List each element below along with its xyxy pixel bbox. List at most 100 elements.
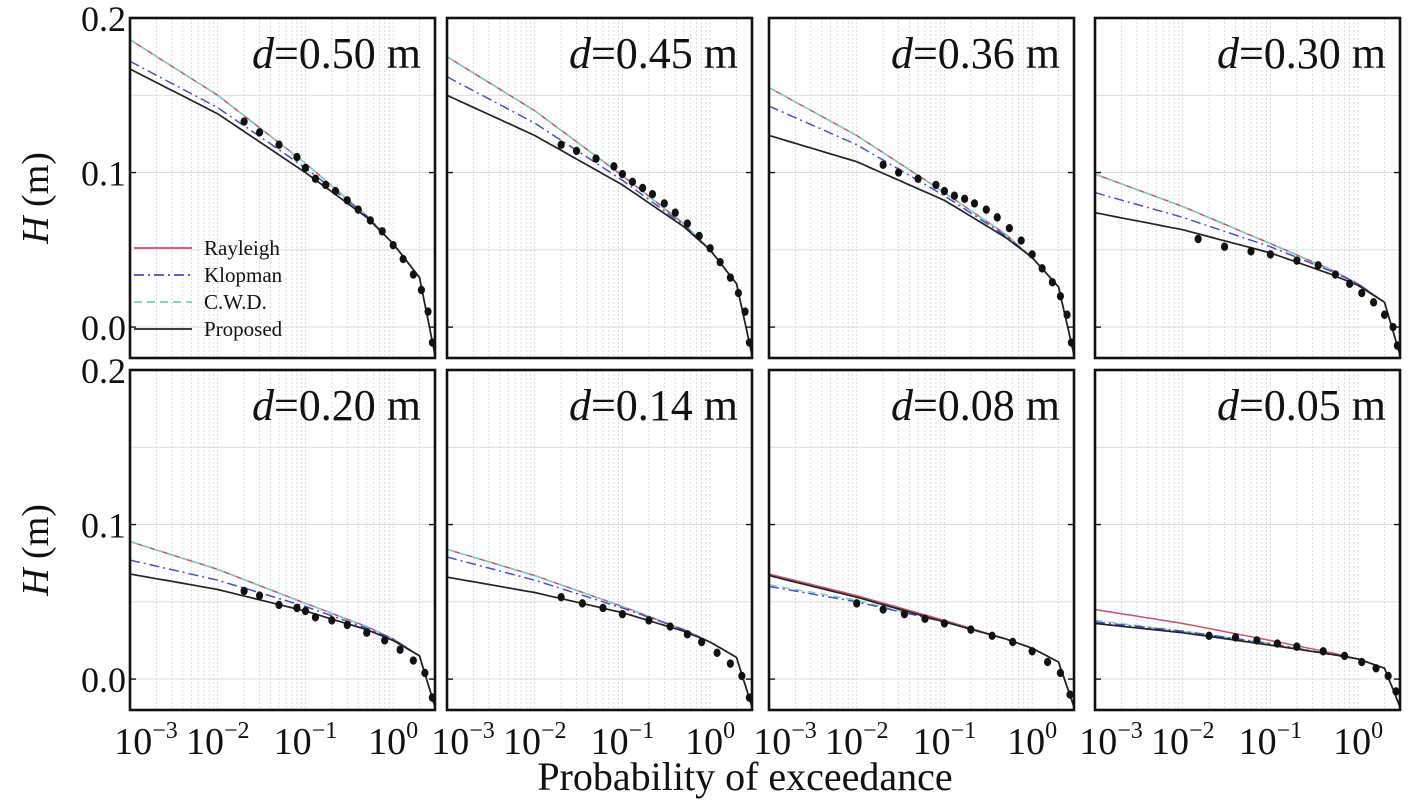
panel-frame — [445, 16, 754, 360]
observed-point — [1393, 341, 1400, 350]
series-line-proposed — [1095, 211, 1400, 356]
observed-point — [275, 140, 283, 149]
observed-point — [1028, 250, 1036, 259]
observed-point — [599, 603, 607, 613]
observed-point — [428, 338, 435, 347]
series-line-proposed — [447, 94, 752, 356]
panel-title: d=0.50 m — [252, 29, 421, 78]
observed-point — [1372, 664, 1380, 673]
x-tick-label: 10−3 — [114, 718, 178, 763]
observed-point — [950, 191, 959, 200]
panel-title: d=0.36 m — [891, 29, 1060, 78]
observed-point — [1358, 288, 1366, 298]
observed-point — [1028, 647, 1036, 656]
panel-title-value: =0.20 m — [274, 381, 421, 430]
series-group — [130, 540, 435, 708]
panel-title-value: =0.14 m — [591, 381, 738, 430]
observed-points — [879, 160, 1074, 347]
panel-title: d=0.14 m — [569, 381, 738, 430]
observed-point — [967, 625, 975, 634]
observed-point — [706, 244, 714, 253]
observed-point — [240, 586, 248, 596]
observed-point — [1273, 639, 1281, 648]
observed-point — [660, 199, 668, 208]
panel-title-value: =0.45 m — [591, 29, 738, 78]
series-line-klopman — [1095, 191, 1400, 356]
panel-frame — [767, 368, 1076, 712]
observed-point — [255, 128, 264, 137]
observed-point — [1392, 687, 1400, 696]
observed-point — [932, 180, 940, 190]
observed-points — [1205, 631, 1400, 696]
observed-point — [853, 599, 861, 608]
legend-label: Proposed — [204, 317, 283, 341]
observed-point — [311, 174, 320, 183]
series-group — [130, 38, 435, 356]
observed-point — [879, 605, 887, 614]
observed-point — [343, 620, 351, 630]
observed-point — [409, 656, 417, 665]
observed-point — [1194, 234, 1202, 244]
y-tick-label: 0.0 — [81, 660, 126, 700]
observed-point — [900, 609, 909, 619]
observed-point — [610, 162, 618, 171]
observed-point — [275, 600, 283, 610]
panel-frame — [128, 16, 437, 360]
panel-frame — [1093, 368, 1402, 712]
observed-point — [726, 273, 734, 282]
observed-point — [1038, 264, 1046, 273]
observed-point — [1369, 298, 1378, 307]
observed-point — [301, 163, 310, 173]
observed-point — [293, 603, 301, 613]
observed-point — [1220, 242, 1229, 251]
observed-point — [745, 338, 752, 347]
observed-point — [301, 606, 310, 616]
observed-point — [557, 592, 565, 602]
observed-point — [1314, 261, 1322, 270]
observed-points — [853, 599, 1074, 699]
observed-point — [1331, 270, 1339, 279]
observed-point — [1056, 668, 1065, 678]
observed-point — [940, 619, 949, 628]
observed-point — [255, 591, 264, 600]
series-line-proposed — [1095, 622, 1400, 708]
x-tick-label: 10−2 — [503, 718, 567, 763]
observed-point — [1293, 256, 1301, 265]
x-tick-label: 10−2 — [1151, 718, 1215, 763]
y-tick-label: 0.2 — [81, 351, 126, 391]
observed-point — [1017, 236, 1025, 245]
panel-title: d=0.05 m — [1217, 381, 1386, 430]
observed-points — [240, 586, 435, 702]
panel-title-value: =0.08 m — [913, 381, 1060, 430]
panel-frame — [767, 16, 1076, 360]
observed-point — [1009, 637, 1017, 647]
observed-point — [1005, 223, 1013, 233]
legend: Rayleigh Klopman C.W.D. Proposed — [134, 236, 283, 341]
observed-point — [428, 693, 435, 702]
panel-frame — [445, 368, 754, 712]
observed-points — [1194, 234, 1400, 350]
observed-point — [726, 659, 734, 668]
observed-point — [378, 227, 386, 236]
series-line-proposed — [447, 576, 752, 708]
series-line-proposed — [769, 574, 1074, 708]
observed-point — [671, 208, 679, 217]
panels-group: d=0.50 mRayleighKlopmanC.W.D.Proposedd=0… — [114, 16, 1402, 763]
observed-point — [592, 154, 600, 163]
series-group — [769, 86, 1074, 356]
observed-point — [879, 160, 887, 170]
observed-point — [424, 307, 432, 316]
observed-point — [628, 177, 637, 187]
observed-point — [417, 285, 426, 295]
observed-point — [741, 307, 749, 316]
panel-title-var: d — [569, 381, 592, 430]
observed-point — [988, 631, 996, 641]
panel-title: d=0.30 m — [1217, 29, 1386, 78]
panel-5: d=0.20 m 10−3 10−2 10−1 100 — [114, 368, 437, 763]
observed-point — [961, 194, 969, 204]
y-axis-label: H (m) — [15, 152, 57, 245]
observed-point — [389, 240, 397, 250]
x-tick-label: 10−3 — [431, 718, 495, 763]
panel-title-value: =0.30 m — [1239, 29, 1386, 78]
observed-point — [381, 636, 389, 645]
